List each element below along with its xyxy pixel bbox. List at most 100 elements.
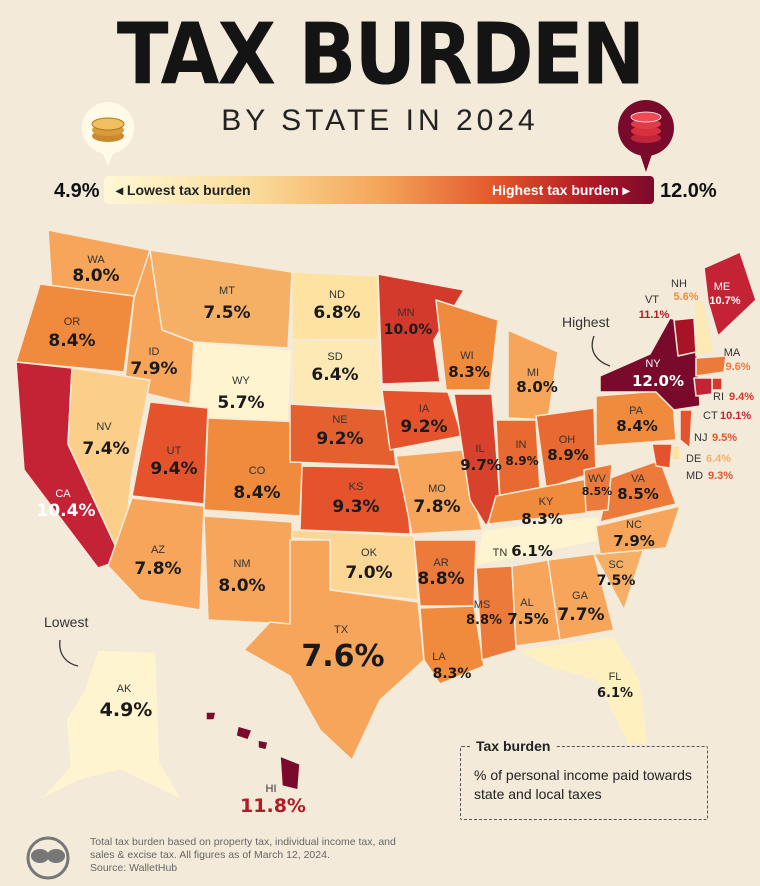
label-AZ-value: 7.8% xyxy=(134,559,181,579)
footnote-source: Source: WalletHub xyxy=(90,862,178,874)
label-KY-abbr: KY xyxy=(539,496,554,508)
state-TX xyxy=(243,539,425,761)
label-ME-abbr: ME xyxy=(714,281,731,293)
label-NV-value: 7.4% xyxy=(82,439,129,459)
label-OH-value: 8.9% xyxy=(547,446,589,464)
label-ME-value: 10.7% xyxy=(709,295,740,307)
label-NM-abbr: NM xyxy=(233,558,250,570)
label-SC-abbr: SC xyxy=(608,559,623,571)
label-WA-abbr: WA xyxy=(87,254,105,266)
label-MD-value: 9.3% xyxy=(708,470,733,482)
highest-callout-arrow xyxy=(591,335,611,367)
label-OK-value: 7.0% xyxy=(345,563,392,583)
highest-callout: Highest xyxy=(562,314,610,330)
label-ND-abbr: ND xyxy=(329,289,345,301)
label-AL-abbr: AL xyxy=(520,597,533,609)
label-SD-abbr: SD xyxy=(327,351,342,363)
state-DE xyxy=(671,445,681,461)
label-TN-abbr: TN xyxy=(493,547,508,559)
label-HI-abbr: HI xyxy=(266,783,277,795)
label-AR-abbr: AR xyxy=(433,557,448,569)
state-WI xyxy=(435,299,499,391)
legend-title: Tax burden xyxy=(470,738,557,754)
brand-logo-icon xyxy=(26,836,70,880)
color-scale: 4.9% ◂ Lowest tax burden Highest tax bur… xyxy=(0,176,760,210)
label-WI-value: 8.3% xyxy=(448,363,490,381)
label-NJ-abbr: NJ xyxy=(694,432,707,444)
label-HI-value: 11.8% xyxy=(240,795,306,817)
label-WV-value: 8.5% xyxy=(582,485,613,498)
label-MO-value: 7.8% xyxy=(413,497,460,517)
scale-low-label: ◂ Lowest tax burden xyxy=(116,182,251,198)
label-IN-value: 8.9% xyxy=(505,454,538,468)
label-SC-value: 7.5% xyxy=(597,573,636,589)
label-CT-abbr: CT xyxy=(703,410,718,422)
scale-high-label: Highest tax burden ▸ xyxy=(492,182,630,198)
label-NH-value: 5.6% xyxy=(673,291,698,303)
label-MI-abbr: MI xyxy=(527,367,539,379)
label-ND-value: 6.8% xyxy=(313,303,360,323)
label-GA-abbr: GA xyxy=(572,590,589,602)
label-WY-abbr: WY xyxy=(232,375,250,387)
state-MA xyxy=(695,355,727,377)
label-KS-abbr: KS xyxy=(349,481,364,493)
label-LA-abbr: LA xyxy=(432,651,446,663)
label-NY-abbr: NY xyxy=(645,358,661,370)
state-AZ xyxy=(107,497,205,611)
label-VT-abbr: VT xyxy=(645,294,659,306)
state-CT xyxy=(693,377,713,397)
label-MN-value: 10.0% xyxy=(384,322,433,338)
label-WI-abbr: WI xyxy=(460,350,473,362)
state-RI xyxy=(711,377,723,391)
label-LA-value: 8.3% xyxy=(433,666,472,682)
label-MA-abbr: MA xyxy=(724,347,741,359)
state-NY xyxy=(599,317,701,411)
label-AK-abbr: AK xyxy=(117,683,132,695)
label-MO-abbr: MO xyxy=(428,483,446,495)
state-LA xyxy=(419,605,485,685)
lowest-callout-arrow xyxy=(59,639,79,667)
label-VA-abbr: VA xyxy=(631,473,646,485)
label-TX-value: 7.6% xyxy=(301,639,384,674)
label-MS-value: 8.8% xyxy=(466,613,502,628)
label-KS-value: 9.3% xyxy=(332,497,379,517)
label-WY-value: 5.7% xyxy=(217,393,264,413)
state-labels: WA 8.0% OR 8.4% CA 10.4% ID 7.9% NV 7.4%… xyxy=(37,254,685,701)
label-CA-value: 10.4% xyxy=(37,501,96,521)
label-RI-abbr: RI xyxy=(713,391,724,403)
label-TN-value: 6.1% xyxy=(511,542,553,560)
label-MN-abbr: MN xyxy=(397,307,414,319)
label-IL-abbr: IL xyxy=(475,443,484,455)
state-HI xyxy=(205,711,301,791)
footnote-text: Total tax burden based on property tax, … xyxy=(90,836,396,861)
state-NH xyxy=(693,299,715,357)
page-subtitle: BY STATE IN 2024 xyxy=(221,104,539,137)
footnote: Total tax burden based on property tax, … xyxy=(90,836,420,875)
legend-description: % of personal income paid towards state … xyxy=(474,767,692,802)
label-ID-abbr: ID xyxy=(149,346,160,358)
legend-box xyxy=(460,746,708,820)
small-state-labels: NH 5.6% VT 11.1% ME 10.7% MA 9.6% RI 9.4… xyxy=(100,278,755,817)
label-VT-value: 11.1% xyxy=(639,309,670,321)
label-OH-abbr: OH xyxy=(559,434,576,446)
state-NJ xyxy=(679,409,693,449)
label-DE-abbr: DE xyxy=(686,453,701,465)
label-CO-abbr: CO xyxy=(249,465,266,477)
label-OR-value: 8.4% xyxy=(48,331,95,351)
label-UT-abbr: UT xyxy=(167,445,182,457)
label-MT-value: 7.5% xyxy=(203,303,250,323)
label-RI-value: 9.4% xyxy=(729,391,754,403)
state-WV xyxy=(583,463,613,513)
state-VT xyxy=(673,317,697,357)
label-TX-abbr: TX xyxy=(334,624,349,636)
state-SD xyxy=(291,339,383,407)
state-MD xyxy=(651,443,673,469)
label-NJ-value: 9.5% xyxy=(712,432,737,444)
label-OK-abbr: OK xyxy=(361,547,378,559)
label-NM-value: 8.0% xyxy=(218,576,265,596)
label-DE-value: 6.4% xyxy=(706,453,731,465)
scale-max-value: 12.0% xyxy=(660,180,717,202)
label-AR-value: 8.8% xyxy=(417,569,464,589)
scale-gradient-bar xyxy=(104,176,654,204)
